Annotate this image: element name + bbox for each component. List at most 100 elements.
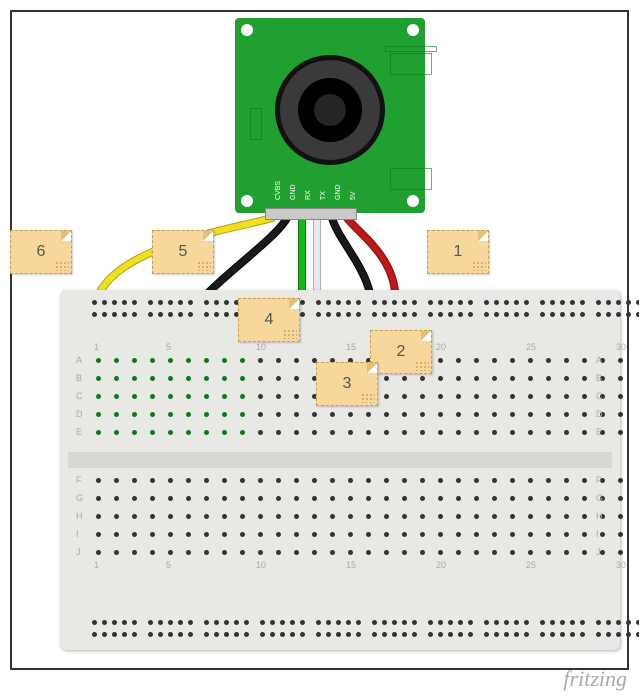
bb-hole: [132, 376, 137, 381]
bb-hole: [204, 478, 209, 483]
bb-hole: [224, 620, 229, 625]
bb-hole: [616, 632, 621, 637]
bb-hole: [178, 312, 183, 317]
bb-hole: [132, 632, 137, 637]
bb-hole: [456, 550, 461, 555]
bb-hole: [222, 514, 227, 519]
bb-hole: [168, 496, 173, 501]
bb-hole: [438, 430, 443, 435]
bb-hole: [384, 550, 389, 555]
bb-hole: [596, 620, 601, 625]
bb-hole: [456, 514, 461, 519]
bb-label: 5: [166, 342, 171, 352]
bb-hole: [114, 358, 119, 363]
bb-hole: [510, 376, 515, 381]
bb-hole: [618, 550, 623, 555]
bb-hole: [540, 632, 545, 637]
bb-hole: [492, 532, 497, 537]
bb-hole: [618, 430, 623, 435]
bb-hole: [420, 532, 425, 537]
pin-connector: [265, 208, 357, 220]
bb-label: I: [76, 529, 79, 539]
bb-label: B: [76, 373, 82, 383]
bb-hole: [348, 496, 353, 501]
bb-hole: [456, 376, 461, 381]
bb-hole: [260, 620, 265, 625]
bb-hole: [150, 532, 155, 537]
bb-hole: [402, 412, 407, 417]
bb-hole: [132, 430, 137, 435]
bb-label: 15: [346, 342, 356, 352]
bb-hole: [240, 430, 245, 435]
bb-hole: [114, 478, 119, 483]
sticky-note-1: 1: [427, 230, 489, 274]
bb-hole: [186, 478, 191, 483]
bb-hole: [510, 394, 515, 399]
bb-label: 25: [526, 342, 536, 352]
bb-hole: [458, 312, 463, 317]
bb-hole: [330, 412, 335, 417]
bb-hole: [158, 300, 163, 305]
bb-hole: [560, 312, 565, 317]
bb-label: F: [596, 475, 602, 485]
bb-label: H: [76, 511, 83, 521]
bb-hole: [626, 632, 631, 637]
bb-hole: [102, 300, 107, 305]
bb-hole: [474, 376, 479, 381]
bb-hole: [168, 300, 173, 305]
bb-hole: [618, 532, 623, 537]
bb-hole: [458, 632, 463, 637]
bb-hole: [346, 312, 351, 317]
bb-hole: [510, 514, 515, 519]
bb-hole: [240, 496, 245, 501]
bb-hole: [312, 496, 317, 501]
bb-hole: [540, 312, 545, 317]
bb-hole: [484, 312, 489, 317]
bb-hole: [258, 478, 263, 483]
bb-hole: [438, 412, 443, 417]
bb-hole: [392, 620, 397, 625]
bb-hole: [96, 550, 101, 555]
bb-hole: [132, 312, 137, 317]
bb-hole: [600, 550, 605, 555]
bb-hole: [582, 514, 587, 519]
bb-hole: [168, 430, 173, 435]
bb-hole: [276, 394, 281, 399]
bb-hole: [494, 300, 499, 305]
bb-label: 15: [346, 560, 356, 570]
bb-hole: [150, 514, 155, 519]
bb-hole: [240, 550, 245, 555]
bb-hole: [148, 300, 153, 305]
bb-hole: [458, 300, 463, 305]
bb-hole: [132, 496, 137, 501]
bb-hole: [428, 312, 433, 317]
bb-hole: [204, 300, 209, 305]
bb-hole: [186, 532, 191, 537]
bb-hole: [92, 300, 97, 305]
bb-hole: [494, 632, 499, 637]
bb-label: C: [596, 391, 603, 401]
bb-hole: [150, 430, 155, 435]
bb-hole: [582, 412, 587, 417]
bb-hole: [402, 376, 407, 381]
bb-hole: [356, 632, 361, 637]
bb-hole: [294, 550, 299, 555]
bb-hole: [168, 376, 173, 381]
bb-hole: [438, 532, 443, 537]
bb-hole: [132, 620, 137, 625]
bb-label: A: [76, 355, 82, 365]
bb-hole: [260, 632, 265, 637]
bb-hole: [222, 478, 227, 483]
bb-hole: [150, 394, 155, 399]
bb-hole: [258, 430, 263, 435]
bb-hole: [492, 358, 497, 363]
bb-hole: [150, 376, 155, 381]
bb-hole: [294, 514, 299, 519]
bb-hole: [204, 496, 209, 501]
bb-hole: [474, 514, 479, 519]
bb-hole: [510, 496, 515, 501]
bb-hole: [402, 300, 407, 305]
bb-label: 10: [256, 342, 266, 352]
bb-hole: [168, 514, 173, 519]
bb-hole: [524, 620, 529, 625]
